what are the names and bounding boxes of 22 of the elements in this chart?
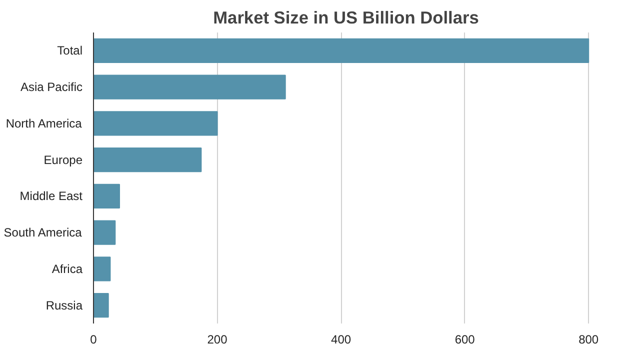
- bar: [94, 220, 116, 245]
- y-tick-label: Total: [57, 44, 83, 58]
- x-tick-label: 600: [454, 332, 476, 346]
- y-tick-label: Russia: [46, 298, 83, 312]
- bar: [94, 38, 590, 64]
- x-tick-label: 200: [207, 332, 228, 346]
- chart-title: Market Size in US Billion Dollars: [213, 8, 479, 28]
- bar: [94, 256, 111, 282]
- bar: [94, 111, 218, 136]
- y-tick-label: Asia Pacific: [20, 80, 83, 94]
- x-tick-label: 0: [90, 332, 98, 346]
- bar: [94, 147, 202, 172]
- bar: [94, 292, 109, 318]
- y-tick-label: Africa: [52, 262, 83, 276]
- y-tick-label: Europe: [44, 152, 83, 167]
- y-tick-label: South America: [4, 226, 82, 240]
- y-tick-label: North America: [6, 116, 82, 130]
- bar: [94, 74, 286, 100]
- x-tick-label: 800: [578, 332, 599, 346]
- y-tick-label: Middle East: [20, 189, 84, 204]
- bar: [94, 184, 120, 209]
- x-tick-label: 400: [331, 332, 352, 346]
